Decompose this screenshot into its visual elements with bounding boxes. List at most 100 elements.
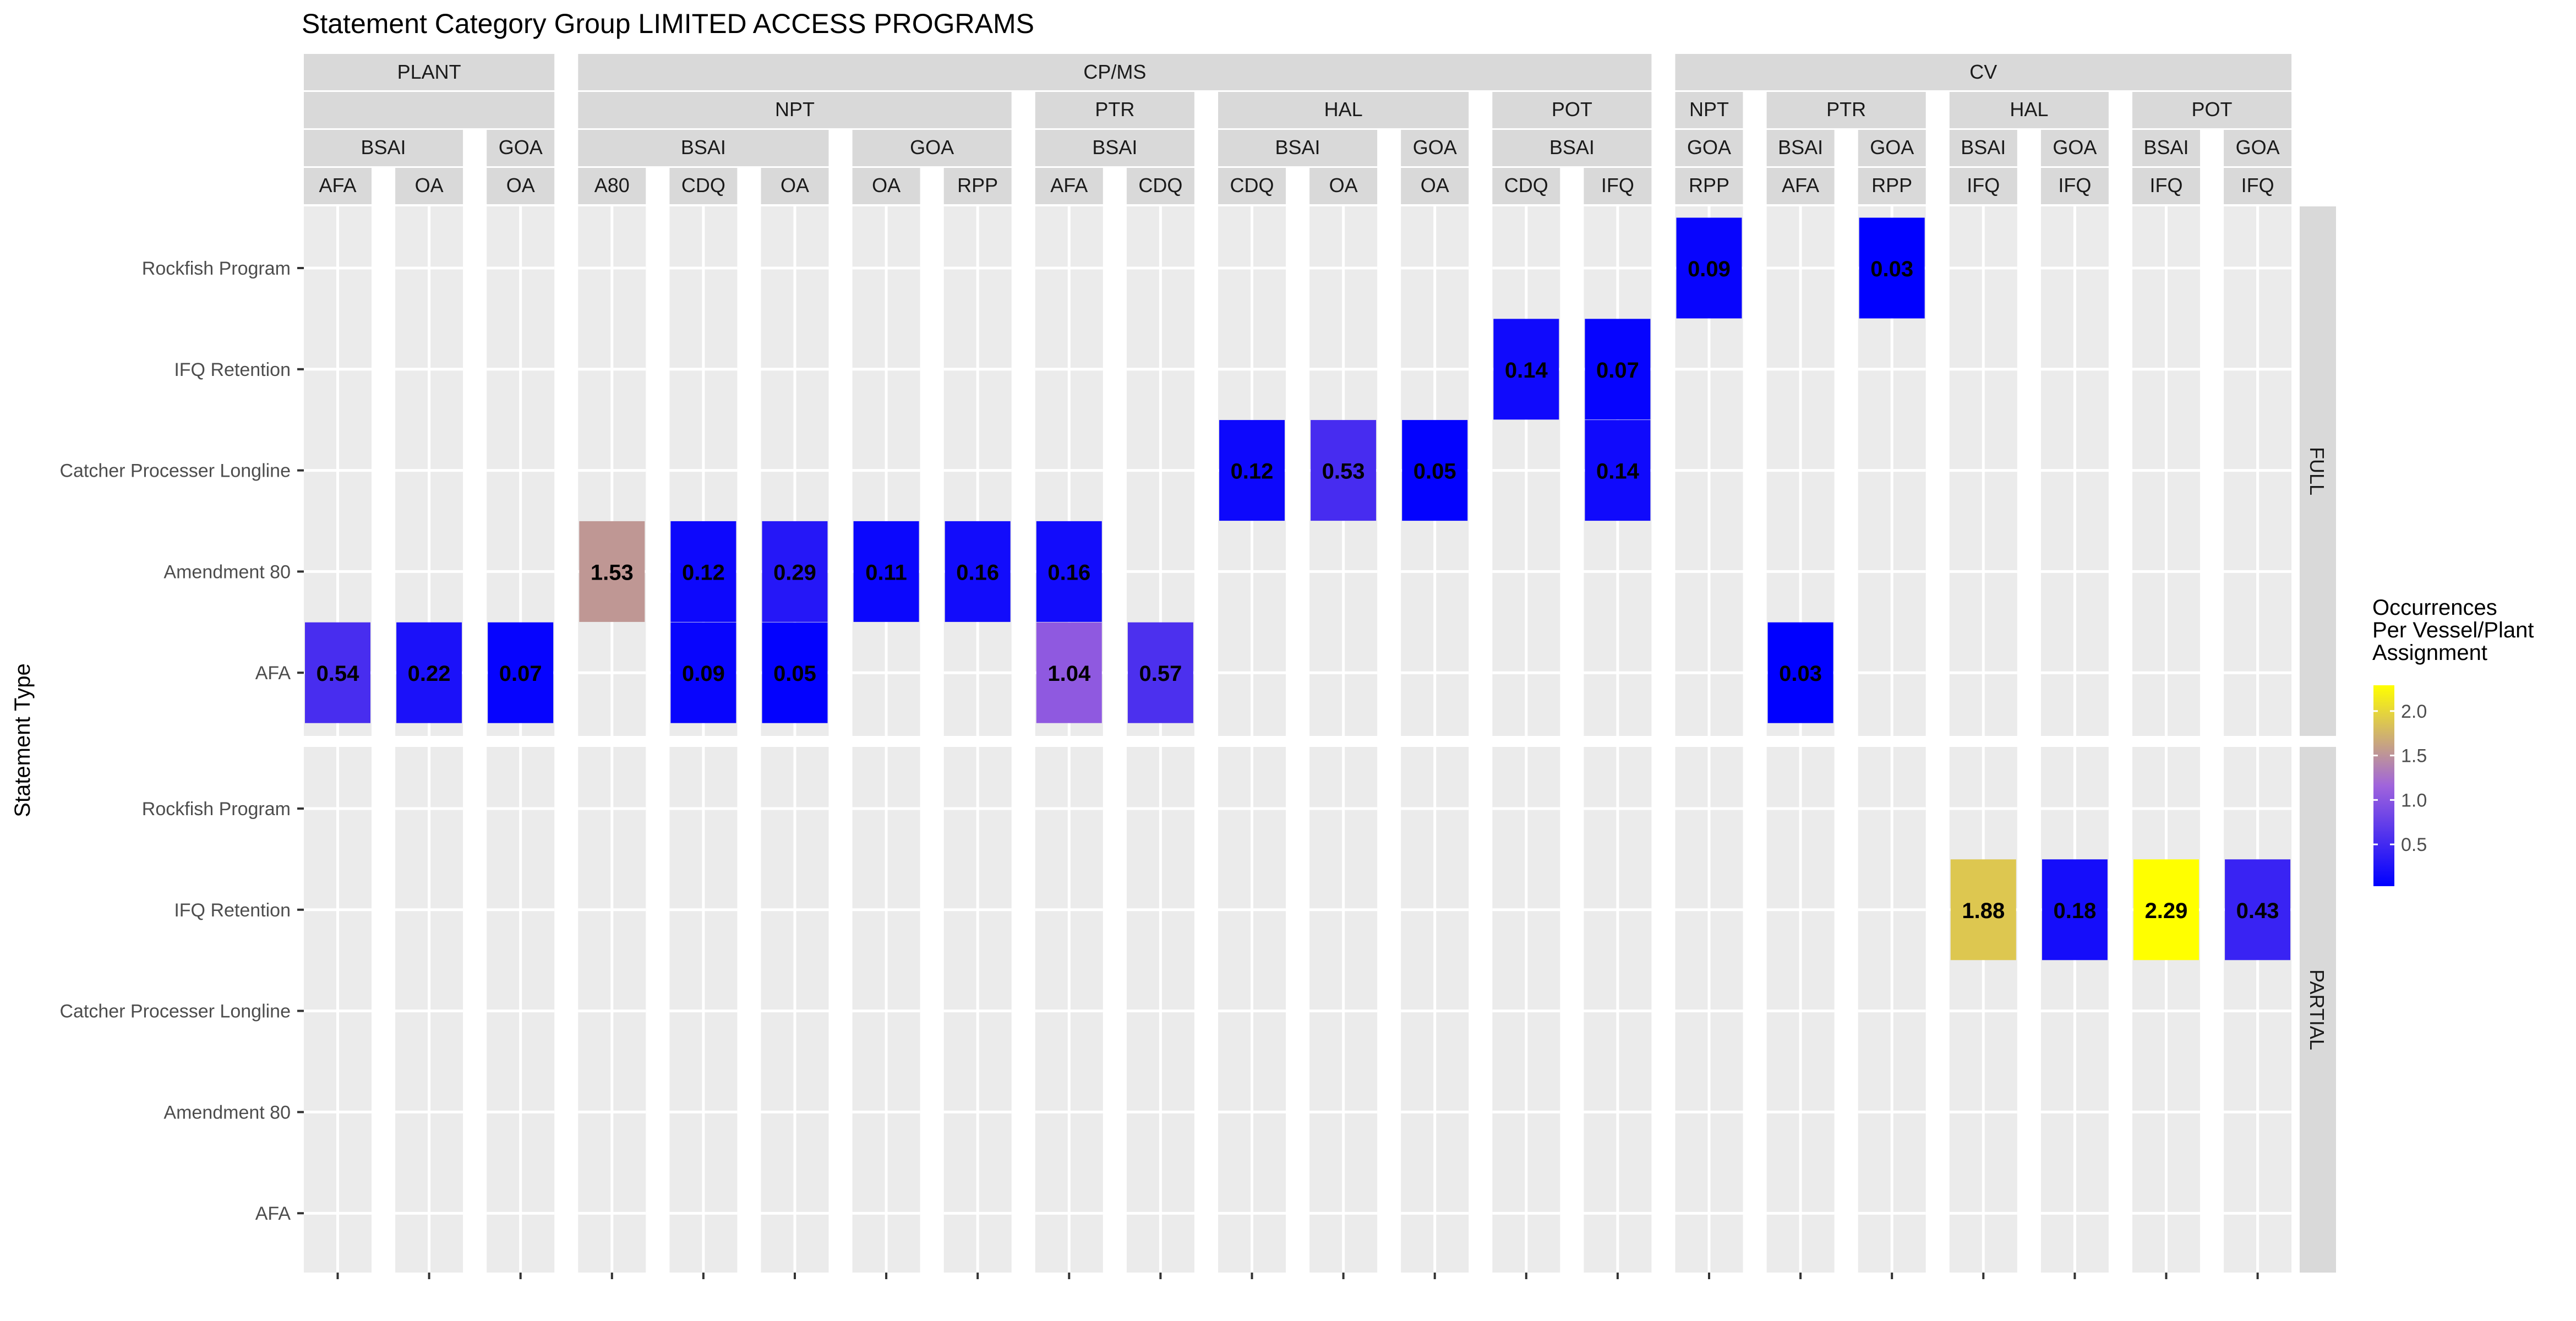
program-strip [395, 168, 463, 204]
region-strip-label: BSAI [1092, 136, 1137, 159]
legend-tick-label: 1.5 [2401, 746, 2427, 767]
region-strip [487, 130, 555, 166]
row-facet-strips: FULL PARTIAL [2300, 206, 2336, 1273]
legend-title-line: Occurrences [2372, 596, 2497, 620]
y-tick-label: Amendment 80 [163, 1102, 291, 1123]
subgroup-strip [1218, 92, 1469, 128]
program-strip-label: CDQ [1138, 174, 1182, 196]
program-strip [1766, 168, 1835, 204]
tile-value-label: 0.43 [2236, 899, 2279, 923]
region-strip-label: GOA [2236, 136, 2280, 159]
tile-value-label: 0.29 [773, 560, 816, 585]
tile-value-label: 0.11 [865, 560, 907, 585]
program-strip-label: IFQ [2241, 174, 2274, 196]
program-strip [1492, 168, 1560, 204]
program-strip-label: IFQ [2150, 174, 2183, 196]
program-strip-label: IFQ [2058, 174, 2091, 196]
heatmap-tile [2133, 859, 2199, 960]
subgroup-strip-label: NPT [775, 98, 815, 121]
program-strip [2040, 168, 2109, 204]
y-tick-label: Amendment 80 [163, 561, 291, 582]
tile-value-label: 0.03 [1870, 257, 1913, 281]
region-strip-label: BSAI [1549, 136, 1595, 159]
program-strip-label: OA [1421, 174, 1449, 196]
row-facet-label: PARTIAL [2306, 969, 2328, 1050]
row-facet-strip [2300, 747, 2336, 1273]
group-strip-label: PLANT [397, 61, 461, 83]
heatmap-tile [670, 521, 736, 622]
subgroup-strip-label: POT [2192, 98, 2233, 121]
heatmap-tile [1127, 622, 1193, 723]
program-strip-label: OA [1329, 174, 1358, 196]
subgroup-strip [1766, 92, 1926, 128]
heatmap-tile [1219, 420, 1285, 521]
program-strip-label: CDQ [681, 174, 725, 196]
program-strip [487, 168, 555, 204]
y-tick-label: Catcher Processer Longline [59, 1001, 291, 1022]
legend-tick-label: 2.0 [2401, 701, 2427, 722]
subgroup-strip [304, 92, 555, 128]
program-strip-label: AFA [1782, 174, 1819, 196]
tile-value-label: 0.18 [2053, 899, 2096, 923]
program-strip-label: IFQ [1967, 174, 2000, 196]
tile-value-label: 0.03 [1779, 662, 1822, 686]
tile-value-label: 0.22 [408, 662, 451, 686]
tile-value-label: 0.07 [1596, 358, 1639, 383]
program-strip-label: IFQ [1601, 174, 1634, 196]
tile-value-label: 0.05 [1413, 460, 1456, 484]
subgroup-strip-label: NPT [1689, 98, 1729, 121]
subgroup-strip-label: PTR [1095, 98, 1134, 121]
tile-value-label: 0.07 [499, 662, 542, 686]
y-tick-label: AFA [255, 1203, 291, 1224]
program-strip [852, 168, 920, 204]
y-tick-label: IFQ Retention [174, 900, 291, 921]
tile-value-label: 0.57 [1139, 662, 1182, 686]
group-strip-label: CP/MS [1083, 61, 1146, 83]
tile-value-label: 0.14 [1505, 358, 1548, 383]
legend-tick-label: 0.5 [2401, 834, 2427, 855]
region-strip-label: BSAI [361, 136, 406, 159]
region-strip-label: GOA [1870, 136, 1914, 159]
subgroup-strip-label: PTR [1826, 98, 1866, 121]
program-strip-label: CDQ [1230, 174, 1274, 196]
heatmap-tile [762, 521, 828, 622]
heatmap-tile [853, 521, 919, 622]
subgroup-strip-label: HAL [2010, 98, 2048, 121]
subgroup-strip [1675, 92, 1743, 128]
heatmap-tile [1859, 217, 1925, 319]
region-strip [578, 130, 829, 166]
program-strip [943, 168, 1012, 204]
tile-value-label: 0.16 [1047, 560, 1090, 585]
program-strip [578, 168, 646, 204]
program-strip-label: OA [872, 174, 900, 196]
region-strip-label: BSAI [1275, 136, 1320, 159]
program-strip [761, 168, 829, 204]
program-strip [1584, 168, 1652, 204]
tile-value-label: 0.12 [682, 560, 725, 585]
program-strip [1218, 168, 1286, 204]
subgroup-strip [1035, 92, 1194, 128]
legend-title-line: Assignment [2372, 641, 2487, 665]
heatmap-tile [2042, 859, 2108, 960]
region-strip-label: BSAI [681, 136, 726, 159]
program-strip-label: RPP [1871, 174, 1912, 196]
y-tick-label: Catcher Processer Longline [59, 461, 291, 482]
tile-value-label: 1.53 [591, 560, 634, 585]
heatmap-tile [762, 622, 828, 723]
tile-value-label: 1.04 [1047, 662, 1091, 686]
heatmap-tile [1676, 217, 1742, 319]
subgroup-strip [1492, 92, 1652, 128]
group-strip [1675, 54, 2292, 90]
region-strip-label: BSAI [1778, 136, 1823, 159]
program-strip-label: RPP [1689, 174, 1729, 196]
region-strip [1949, 130, 2017, 166]
row-facet-label: FULL [2306, 447, 2328, 495]
region-strip-label: GOA [1413, 136, 1457, 159]
program-strip-label: AFA [1050, 174, 1088, 196]
program-strip [1401, 168, 1469, 204]
y-tick-label: IFQ Retention [174, 359, 291, 380]
program-strip-label: RPP [957, 174, 998, 196]
region-strip [1492, 130, 1652, 166]
program-strip [1035, 168, 1103, 204]
